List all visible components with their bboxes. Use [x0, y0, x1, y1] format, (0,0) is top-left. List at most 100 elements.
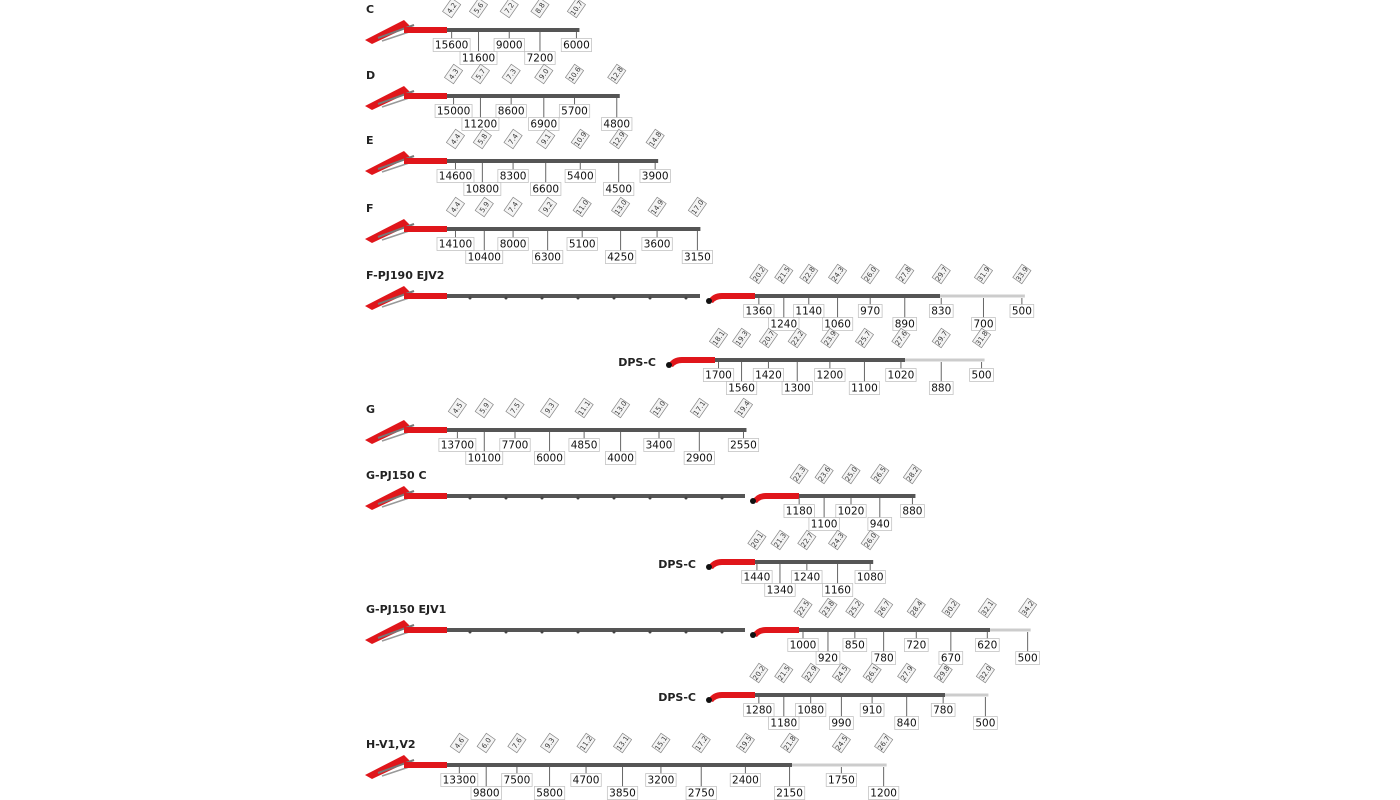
jib-pin	[706, 697, 712, 703]
reach-box	[793, 597, 813, 619]
boom-joint	[720, 630, 724, 634]
reach-box	[973, 263, 994, 285]
load-label: 3150	[684, 252, 711, 264]
load-label: 11200	[464, 119, 497, 131]
reach-tag: 7.5	[505, 397, 525, 419]
row-label: C	[366, 3, 374, 16]
reach-tag: 27.8	[895, 263, 915, 285]
crane-column	[365, 151, 410, 175]
reach-tag: 30.2	[941, 597, 961, 619]
reach-box	[735, 732, 755, 754]
load-label: 500	[972, 370, 992, 382]
jib-pin	[666, 362, 672, 368]
load-box	[463, 182, 502, 196]
load-box	[461, 117, 500, 131]
boom-section	[945, 693, 989, 697]
reach-tag: 5.6	[468, 0, 489, 19]
reach-tag: 22.8	[799, 263, 819, 285]
load-label: 5100	[569, 239, 596, 251]
reach-tag: 22.3	[789, 463, 809, 485]
boom-joint	[540, 496, 544, 500]
reach-box	[468, 0, 489, 19]
load-box	[729, 773, 761, 787]
load-box	[930, 703, 956, 717]
load-box	[822, 317, 854, 331]
load-box	[781, 381, 813, 395]
load-box	[894, 716, 919, 730]
reach-tag: 23.9	[820, 327, 840, 349]
boom-section	[447, 294, 700, 298]
reach-box	[860, 529, 880, 551]
load-label: 4850	[571, 440, 598, 452]
reach-box	[1012, 263, 1032, 285]
reach-box	[827, 263, 848, 285]
reach-tag: 4.4	[445, 196, 466, 218]
load-label: 1080	[857, 572, 884, 584]
load-label: 1020	[838, 506, 865, 518]
load-box	[432, 38, 471, 52]
reach-box	[779, 732, 800, 754]
reach-tag: 7.4	[503, 196, 523, 218]
boom-section	[940, 294, 1025, 298]
load-label: 1140	[795, 306, 822, 318]
crane-column	[365, 755, 410, 779]
reach-tag: 5.8	[472, 128, 492, 150]
reach-box	[536, 128, 556, 150]
reach-tag: 9.3	[539, 732, 560, 754]
load-box	[815, 651, 841, 665]
load-label: 850	[845, 640, 865, 652]
reach-tag: 13.1	[612, 732, 633, 754]
reach-tag: 7.2	[499, 0, 519, 19]
jib-head	[708, 559, 755, 569]
load-label: 8300	[500, 171, 527, 183]
reach-tag: 19.5	[735, 732, 755, 754]
load-label: 7500	[504, 775, 531, 787]
load-label: 940	[870, 519, 890, 531]
reach-tag: 26.0	[860, 263, 880, 285]
crane-column	[365, 219, 410, 243]
load-label: 7200	[527, 53, 554, 65]
reach-box	[874, 597, 894, 619]
reach-box	[774, 662, 794, 684]
boom-section	[447, 28, 580, 32]
load-label: 10100	[468, 453, 501, 465]
reach-tag: 24.5	[831, 662, 851, 684]
reach-box	[474, 397, 494, 419]
load-label: 1160	[824, 585, 851, 597]
reach-tag: 17.1	[689, 397, 709, 419]
load-box	[835, 504, 867, 518]
row-label: H-V1,V2	[366, 738, 415, 751]
load-box	[1009, 304, 1035, 318]
load-box	[436, 169, 475, 183]
first-boom	[404, 427, 447, 433]
load-box	[639, 169, 671, 183]
crane-column	[365, 286, 410, 310]
reach-tag: 22.5	[793, 597, 813, 619]
boom-joint	[504, 630, 508, 634]
boom-joint	[612, 296, 616, 300]
crane-column	[365, 420, 410, 444]
reach-tag: 10.6	[564, 63, 585, 85]
load-box	[497, 169, 529, 183]
boom-section	[799, 494, 916, 498]
reach-box	[474, 196, 494, 218]
reach-tag: 23.6	[814, 463, 834, 485]
reach-tag: 23.8	[818, 597, 838, 619]
reach-tag: 28.2	[902, 463, 923, 485]
load-box	[795, 703, 827, 717]
jib-head	[708, 293, 755, 303]
load-box	[752, 368, 784, 382]
load-label: 620	[977, 640, 997, 652]
load-label: 7700	[502, 440, 529, 452]
load-box	[741, 570, 773, 584]
reach-tag: 11.2	[576, 732, 596, 754]
jib-pin	[706, 298, 712, 304]
reach-tag: 20.2	[749, 263, 769, 285]
reach-tag: 9.1	[536, 128, 556, 150]
reach-box	[941, 597, 961, 619]
load-label: 8000	[500, 239, 527, 251]
load-box	[743, 304, 775, 318]
load-box	[791, 570, 823, 584]
load-box	[564, 169, 596, 183]
reach-box	[539, 732, 560, 754]
